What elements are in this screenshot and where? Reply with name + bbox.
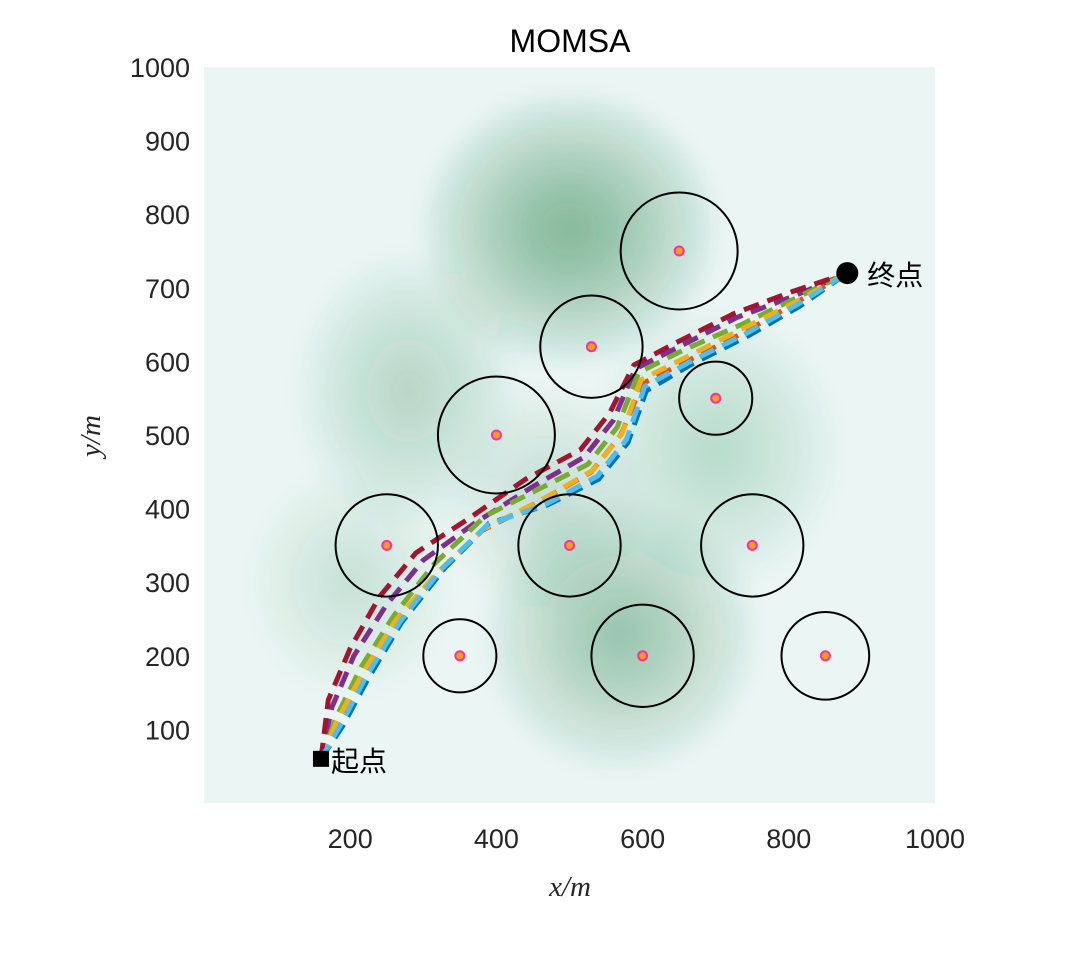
terrain-peak-0: [541, 203, 598, 255]
y-tick-300: 300: [145, 568, 190, 598]
y-tick-200: 200: [145, 642, 190, 672]
threat-center-3: [490, 429, 502, 441]
y-tick-700: 700: [145, 274, 190, 304]
x-tick-200: 200: [328, 824, 373, 854]
threat-circles: [334, 191, 871, 708]
y-axis-label: y/m: [75, 415, 107, 460]
y-tick-600: 600: [145, 347, 190, 377]
threat-circle-2: [678, 360, 754, 436]
threat-circle-0: [619, 191, 739, 311]
x-tick-800: 800: [766, 824, 811, 854]
threat-center-0: [673, 245, 685, 257]
x-tick-400: 400: [474, 824, 519, 854]
path-series-3: [318, 270, 849, 760]
endpoint-markers: [312, 262, 859, 767]
y-tick-500: 500: [145, 421, 190, 451]
threat-center-9: [819, 650, 831, 662]
x-tick-600: 600: [620, 824, 665, 854]
threat-circle-4: [334, 493, 439, 598]
terrain-peaks: [303, 99, 833, 764]
y-tick-900: 900: [145, 127, 190, 157]
x-tick-labels: 200 400 600 800 1000: [328, 824, 965, 854]
threat-circle-9: [780, 610, 871, 701]
x-tick-1000: 1000: [905, 824, 965, 854]
threat-center-2: [710, 392, 722, 404]
end-marker: [836, 262, 859, 285]
start-marker: [312, 750, 329, 767]
threat-circle-1: [539, 294, 644, 399]
terrain-peak-1: [387, 364, 430, 417]
threat-center-8: [637, 650, 649, 662]
threat-circle-5: [517, 493, 622, 598]
path-series-5: [318, 270, 849, 760]
threat-center-6: [746, 539, 758, 551]
threat-circle-7: [422, 618, 498, 694]
threat-circle-8: [590, 603, 695, 708]
start-label: 起点: [331, 745, 387, 778]
path-series-4: [318, 270, 849, 760]
terrain-surface: [204, 67, 935, 803]
y-tick-400: 400: [145, 495, 190, 525]
y-tick-800: 800: [145, 200, 190, 230]
threat-center-7: [454, 650, 466, 662]
y-tick-1000: 1000: [130, 53, 190, 83]
threat-center-1: [585, 341, 597, 353]
threat-center-5: [564, 539, 575, 551]
terrain-peak-2: [692, 423, 740, 476]
end-label: 终点: [867, 259, 923, 292]
path-series-0: [318, 270, 849, 760]
path-series-6: [318, 270, 849, 761]
y-tick-labels: 100 200 300 400 500 600 700 800 900 1000: [130, 53, 190, 745]
terrain-peak-4: [594, 607, 647, 660]
threat-circle-6: [700, 493, 805, 598]
threat-center-4: [381, 539, 393, 551]
chart-title: MOMSA: [510, 23, 632, 59]
y-tick-100: 100: [145, 715, 190, 745]
x-axis-label: x/m: [548, 871, 591, 903]
threat-circle-3: [436, 375, 556, 495]
path-lines: [318, 270, 849, 761]
